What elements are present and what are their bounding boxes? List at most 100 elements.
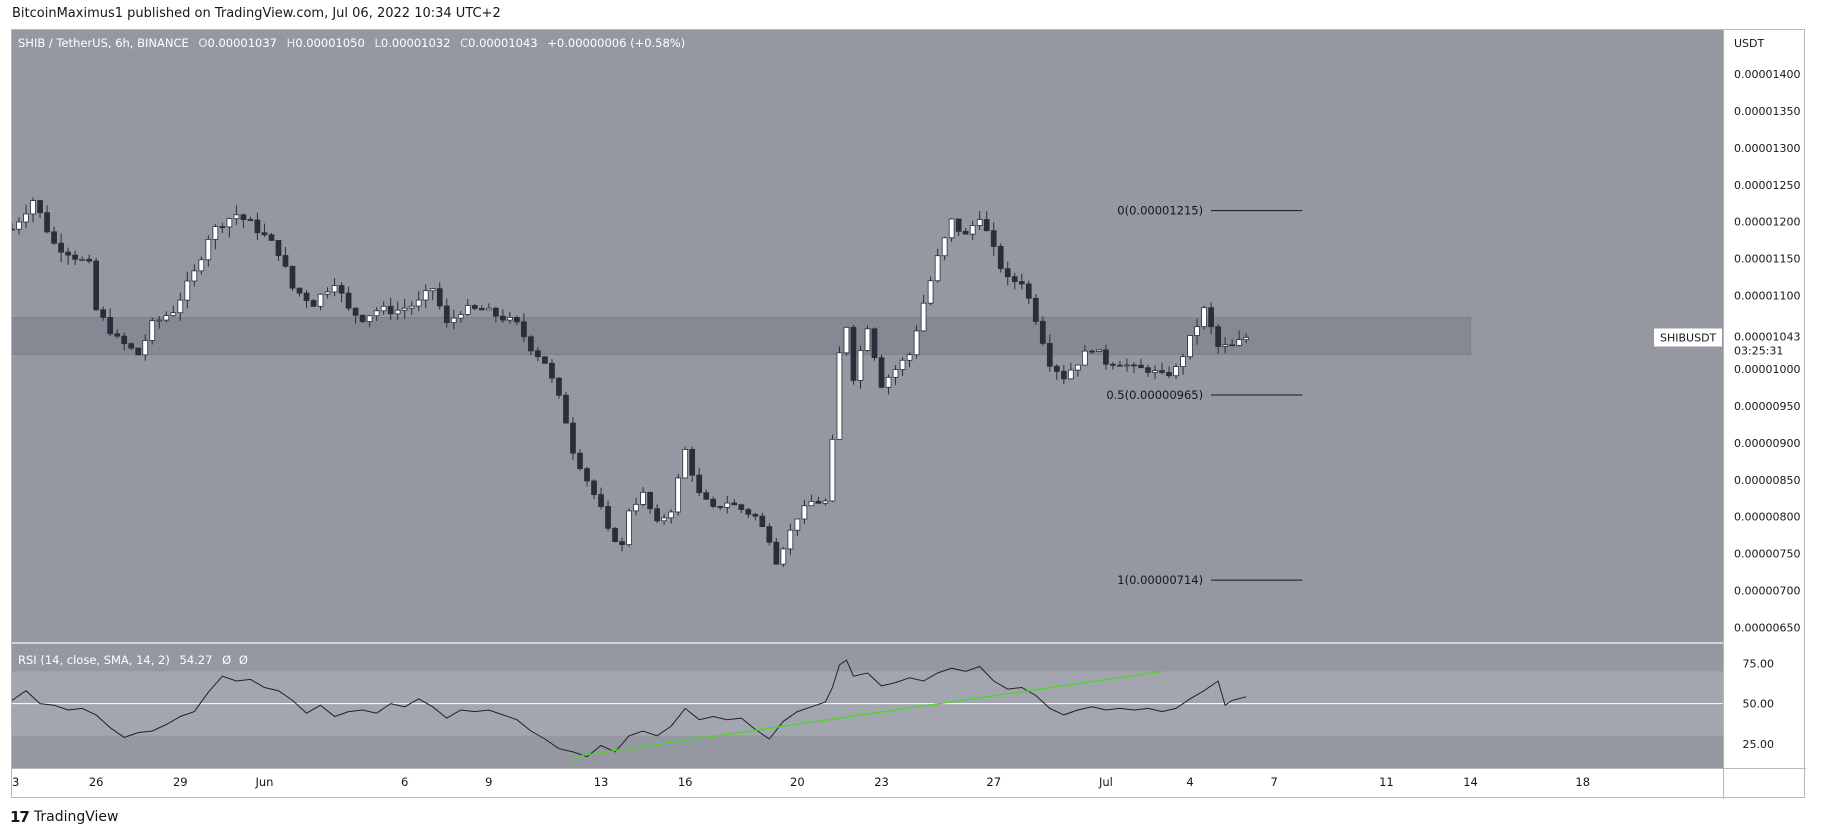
candle-body-up [464, 305, 471, 315]
rsi-trendline[interactable] [572, 670, 1163, 758]
candle-body-down [815, 500, 822, 504]
tradingview-brand-text: TradingView [33, 809, 119, 825]
candle [23, 204, 29, 229]
support-zone[interactable] [12, 317, 1472, 355]
candle-body-down [247, 219, 254, 221]
candle [324, 287, 331, 299]
candle-body-up [226, 218, 233, 228]
candle [689, 446, 696, 483]
fib-levels[interactable]: 0(0.00001215) 0.5(0.00000965) 1(0.00000714… [1106, 204, 1303, 587]
candle-body-down [731, 502, 738, 506]
candle-body-down [878, 357, 885, 388]
candle [37, 199, 43, 218]
candle [1089, 349, 1095, 355]
candle-body-down [478, 308, 485, 311]
candle [696, 468, 703, 496]
candle [717, 506, 724, 510]
rsi-legend-extra1: Ø [222, 653, 231, 667]
candle-body-up [1201, 307, 1207, 328]
legend-change: +0.00000006 (+0.58%) [547, 36, 685, 50]
candle-body-down [605, 506, 611, 529]
candle-body-up [633, 503, 639, 512]
time-tick-label: 7 [1271, 775, 1278, 789]
candle [331, 278, 338, 297]
candle [1152, 365, 1158, 380]
candle-body-up [1194, 326, 1200, 336]
candle [682, 446, 689, 479]
candle [1075, 364, 1081, 377]
candle [219, 222, 226, 234]
candle [485, 303, 492, 311]
candle-body-down [219, 226, 226, 228]
candle [247, 216, 254, 221]
time-tick-label: 23 [12, 775, 19, 789]
candle [1166, 366, 1172, 379]
candle-body-up [422, 290, 429, 301]
time-tick-label: 20 [790, 775, 805, 789]
candle-body-up [23, 213, 29, 223]
candle [955, 218, 962, 237]
candle-body-down [352, 307, 359, 316]
tradingview-brand[interactable]: 17 TradingView [10, 808, 118, 826]
candle-body-up [857, 350, 864, 381]
candle-body-up [142, 340, 149, 356]
candle [1159, 362, 1165, 375]
candle-body-down [254, 219, 261, 234]
candle-body-down [1103, 349, 1109, 365]
rsi-legend: RSI (14, close, SMA, 14, 2) 54.27 Ø Ø [18, 653, 248, 667]
candle [1110, 361, 1116, 370]
candle-body-down [436, 288, 443, 307]
candle-body-up [205, 239, 212, 261]
candle [1018, 273, 1025, 290]
candle-body-down [100, 309, 107, 318]
rsi-tick-label: 50.00 [1743, 698, 1775, 711]
candle [668, 509, 675, 524]
chart-canvas[interactable]: 0(0.00001215) 0.5(0.00000965) 1(0.00000714… [12, 30, 1806, 799]
candle-body-down [275, 240, 282, 256]
candle [240, 213, 247, 229]
time-tick-label: 26 [89, 775, 104, 789]
candle [478, 305, 485, 311]
candle [626, 508, 632, 547]
candle [584, 466, 590, 487]
candle [507, 311, 513, 324]
candle [107, 308, 114, 336]
candle [1243, 333, 1250, 344]
price-tag-value: 0.00001043 [1734, 330, 1800, 343]
candle-body-down [1229, 344, 1235, 347]
candle [366, 315, 373, 328]
candle [352, 307, 359, 324]
fib-level-label: 0(0.00001215) [1117, 204, 1203, 218]
candle-body-up [184, 280, 191, 301]
candle [738, 503, 745, 514]
candle [373, 307, 380, 321]
candle [128, 342, 135, 351]
candle-body-up [366, 315, 373, 322]
candle [1060, 365, 1067, 385]
candle-body-down [577, 452, 583, 470]
candle [647, 491, 653, 514]
price-tick-label: 0.00001250 [1734, 179, 1800, 192]
last-price-tag[interactable]: SHIBUSDT 0.00001043 03:25:31 [1654, 327, 1804, 362]
time-axis[interactable]: 23 26 29 Jun 6 9 13 16 20 23 27 Jul 4 7 11 14 18 [12, 775, 1590, 789]
candle-body-down [514, 317, 520, 323]
candle-body-up [373, 310, 380, 317]
candle-body-down [1145, 367, 1151, 373]
candle-body-up [170, 312, 177, 316]
candle-body-up [794, 518, 801, 531]
candle [822, 498, 829, 506]
candle [983, 211, 990, 232]
candle [640, 487, 646, 507]
candle [528, 335, 534, 356]
candle-body-down [289, 265, 296, 289]
candle [387, 297, 394, 321]
candle [191, 264, 198, 287]
candle-body-up [724, 502, 731, 508]
candle [310, 298, 317, 307]
candle-body-down [1110, 363, 1116, 366]
rsi-axis[interactable]: 75.00 50.00 25.00 [1743, 657, 1775, 751]
candle [1068, 362, 1074, 380]
candle-body-down [752, 513, 759, 517]
time-tick-label: 6 [401, 775, 408, 789]
candle [1131, 362, 1137, 374]
